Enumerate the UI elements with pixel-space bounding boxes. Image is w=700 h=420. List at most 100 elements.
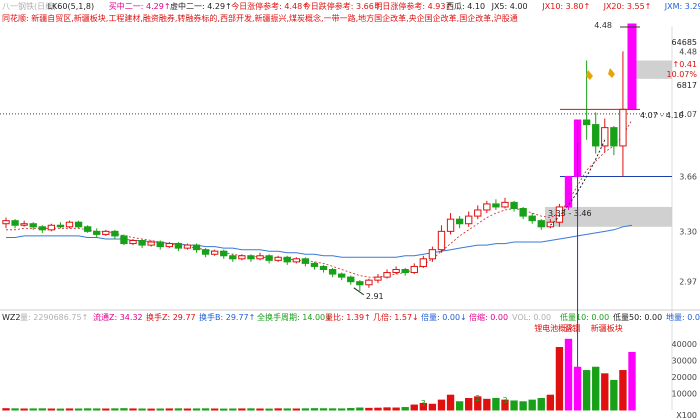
- candle-body: [301, 258, 310, 264]
- candle-body: [11, 220, 19, 226]
- volume-bar: [401, 407, 409, 411]
- candle-body: [582, 119, 591, 126]
- volume-bar: [229, 408, 237, 411]
- volume-bar: [592, 366, 600, 411]
- candle-body: [210, 250, 219, 255]
- volume-bar: [537, 397, 545, 411]
- volume-bar: [510, 400, 518, 411]
- indicator-value: 八一钢铁(日线): [2, 1, 56, 11]
- volume-header: WZ2 量: 2290686.75↑ 流通Z: 34.32 换手Z: 29.77 换手B…: [2, 312, 700, 333]
- price-info: ↑0.41: [672, 60, 697, 69]
- candle-body: [610, 127, 618, 147]
- volume-bar: [310, 408, 319, 411]
- volume-bar: [338, 408, 346, 411]
- volume-bar: [120, 408, 128, 411]
- volume-bar: [102, 408, 110, 411]
- candle-body: [274, 256, 282, 261]
- volume-bar: [147, 408, 155, 411]
- volume-bar: [301, 408, 310, 411]
- candle-body: [410, 265, 418, 274]
- volume-bar: [56, 408, 65, 411]
- volume-bar: [201, 408, 210, 411]
- volume-bar: [628, 351, 636, 411]
- volume-bar: [129, 408, 137, 411]
- candle-body: [619, 108, 627, 147]
- candle-body: [102, 230, 110, 235]
- volume-bar: [601, 373, 609, 411]
- candle-body: [220, 250, 228, 257]
- support-zone: [545, 206, 672, 227]
- candle-body: [537, 220, 545, 228]
- volume-indicator: 换手B: 29.77↑: [199, 312, 255, 322]
- indicator-value: LK60(5,1,8): [48, 2, 94, 11]
- volume-bar: [183, 408, 192, 411]
- volume-bar: [419, 402, 428, 411]
- candle-body: [265, 255, 273, 261]
- volume-bar: [365, 407, 373, 411]
- indicator-value: 今日跌停参考: 3.66↑: [303, 1, 381, 11]
- price-tick: 4.48: [679, 47, 697, 56]
- candle-body: [56, 224, 65, 228]
- resistance-zone: [630, 60, 672, 79]
- volume-tick: 30000: [672, 357, 697, 366]
- candle-body: [338, 273, 346, 278]
- volume-bar: [619, 370, 627, 411]
- candle-body: [519, 207, 527, 217]
- volume-axis: 40000 30000 20000 10000 X100: [672, 340, 697, 420]
- candle-body: [383, 272, 391, 278]
- indicator-value: 西瓜: 4.10: [446, 2, 485, 11]
- candle-body: [129, 240, 137, 245]
- volume-indicator: VOL: 0.00: [512, 313, 551, 322]
- volume-bar: [383, 407, 391, 411]
- indicator-value: 今日涨停参考: 4.48↑: [231, 1, 309, 11]
- candle-body: [501, 201, 509, 208]
- volume-bar: [238, 408, 246, 411]
- candle-body: [138, 240, 146, 246]
- price-tick: 4.07: [679, 110, 697, 119]
- volume-bar: [247, 408, 255, 411]
- volume-unit: X100: [676, 411, 697, 420]
- volume-tick: 10000: [672, 390, 697, 399]
- volume-bar: [528, 399, 536, 411]
- candle-body: [437, 230, 446, 251]
- volume-bar: [410, 404, 418, 411]
- candle-body: [156, 241, 164, 248]
- volume-bar: [256, 408, 264, 411]
- volume-indicator: 地量: 0.00: [666, 312, 700, 322]
- candle-body: [474, 209, 482, 217]
- candle-body: [38, 226, 46, 231]
- candle-body: [564, 175, 573, 208]
- limit-up-bar: [627, 23, 637, 110]
- candle-body: [310, 262, 319, 267]
- candle-body: [492, 203, 500, 208]
- candle-body: [455, 218, 464, 225]
- candle-body: [374, 276, 382, 281]
- ma-red-line: [6, 119, 633, 278]
- candle-body: [392, 268, 400, 274]
- candle-body: [229, 255, 237, 260]
- candle-body: [592, 124, 600, 147]
- volume-indicator: WZ2: [2, 313, 20, 322]
- volume-indicator: 流通Z: 34.32: [93, 312, 143, 322]
- volume-bar: [573, 366, 582, 411]
- indicator-header-row: 八一钢铁(日线)LK60(5,1,8) 买中二一: 4.29↑ 虚中二一: 4.29…: [2, 1, 700, 11]
- candle-body: [483, 203, 491, 211]
- candle-body: [192, 244, 201, 251]
- candle-body: [147, 241, 155, 246]
- candle-body: [419, 258, 428, 267]
- overlays: 4.48 4.07 - 4.10 3.33 - 3.46 2.91: [353, 21, 684, 403]
- volume-indicator: 倍量: 0.00↓: [421, 312, 467, 322]
- volume-bar: [2, 408, 10, 411]
- candle-body: [247, 255, 255, 260]
- candle-body: [174, 243, 183, 249]
- volume-bar: [319, 408, 328, 411]
- indicator-value: JX20: 3.55↑: [603, 2, 652, 11]
- volume-bar: [356, 407, 364, 411]
- low-label: 2.91: [366, 292, 384, 301]
- volume-bar: [519, 401, 527, 411]
- price-tick: 2.97: [679, 278, 697, 287]
- volume-bar: [501, 399, 509, 411]
- candle-body: [29, 223, 37, 228]
